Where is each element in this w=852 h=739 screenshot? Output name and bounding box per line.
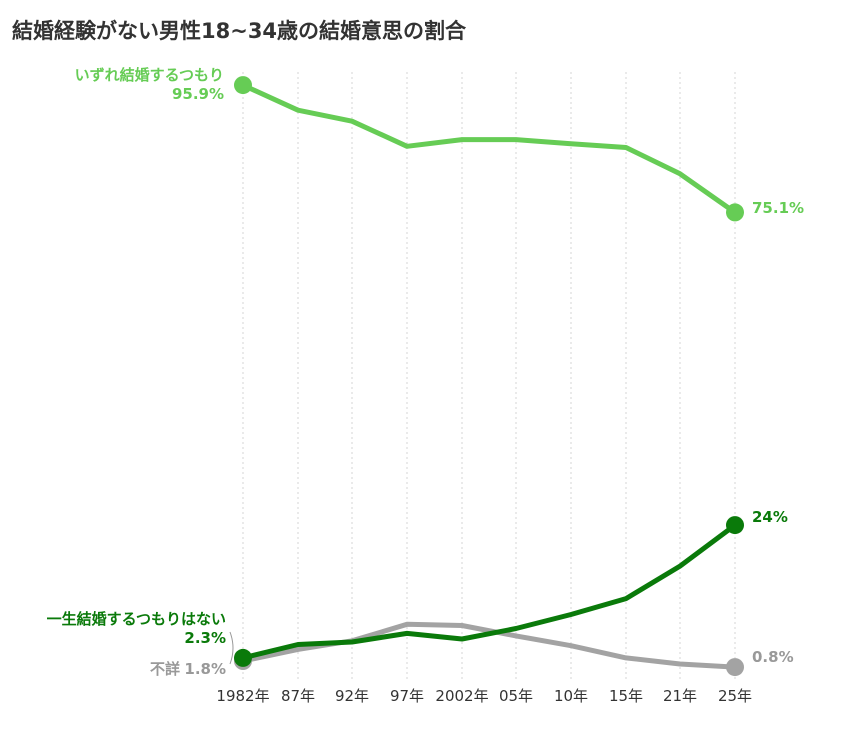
series-line-2 — [240, 522, 738, 661]
series-1-start-value: 95.9% — [172, 85, 224, 103]
x-tick-label: 10年 — [554, 687, 588, 705]
series-line-1 — [240, 82, 738, 215]
series-2-end-value: 24% — [752, 508, 788, 526]
x-tick-label: 1982年 — [216, 687, 269, 705]
series-1-start-label: いずれ結婚するつもり — [75, 66, 224, 84]
series-1-start-marker — [234, 76, 252, 95]
series-2-start-marker — [234, 648, 252, 667]
end-markers — [234, 76, 744, 677]
series-3-start-value: 1.8% — [184, 660, 226, 678]
series-2-end-marker — [726, 516, 744, 535]
x-axis-ticks: 1982年 87年 92年 97年 2002年 05年 10年 15年 21年 25年 — [216, 687, 752, 705]
series-2-start-label: 一生結婚するつもりはない — [47, 610, 226, 628]
series-labels: いずれ結婚するつもり 95.9% 75.1% 一生結婚するつもりはない 2.3%… — [47, 66, 804, 678]
series-3-start-label: 不詳 — [150, 660, 180, 678]
series-3-end-marker — [726, 658, 744, 677]
x-tick-label: 92年 — [335, 687, 369, 705]
series-1-end-value: 75.1% — [752, 199, 804, 217]
chart-title: 結婚経験がない男性18~34歳の結婚意思の割合 — [12, 19, 467, 43]
x-tick-label: 2002年 — [435, 687, 488, 705]
x-tick-label: 25年 — [718, 687, 752, 705]
x-tick-label: 15年 — [609, 687, 643, 705]
x-tick-label: 97年 — [390, 687, 424, 705]
x-tick-label: 87年 — [281, 687, 315, 705]
series-3-end-value: 0.8% — [752, 648, 794, 666]
series-lines — [240, 82, 738, 670]
x-tick-label: 05年 — [499, 687, 533, 705]
x-tick-label: 21年 — [663, 687, 697, 705]
series-2-start-value: 2.3% — [184, 629, 226, 647]
series-1-end-marker — [726, 203, 744, 222]
leader-line — [229, 631, 234, 665]
